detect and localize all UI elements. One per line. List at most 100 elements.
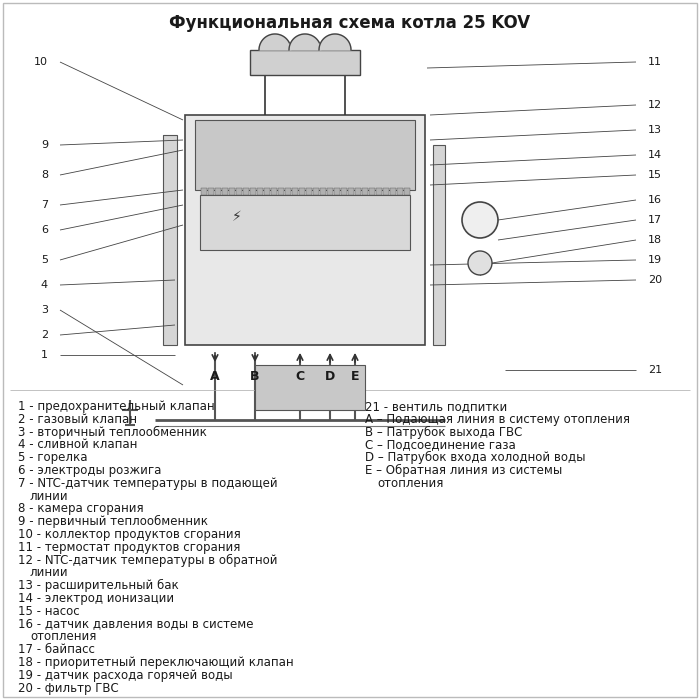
Text: 20 - фильтр ГВС: 20 - фильтр ГВС xyxy=(18,682,119,694)
Text: 6 - электроды розжига: 6 - электроды розжига xyxy=(18,464,162,477)
Text: 5 - горелка: 5 - горелка xyxy=(18,452,88,464)
Text: 6: 6 xyxy=(41,225,48,235)
Bar xyxy=(195,120,415,190)
Text: 13: 13 xyxy=(648,125,662,135)
Text: 10: 10 xyxy=(34,57,48,67)
Bar xyxy=(235,188,241,195)
Bar xyxy=(256,188,262,195)
Text: отопления: отопления xyxy=(377,477,443,490)
Bar xyxy=(340,188,346,195)
Bar xyxy=(250,50,360,75)
Bar xyxy=(185,115,425,345)
Bar xyxy=(255,365,365,410)
Text: 13 - расширительный бак: 13 - расширительный бак xyxy=(18,579,178,592)
Text: 15 - насос: 15 - насос xyxy=(18,605,80,618)
Text: 9: 9 xyxy=(41,140,48,150)
Bar xyxy=(277,188,284,195)
Text: линии: линии xyxy=(30,489,69,503)
Text: 1 - предохранительный клапан: 1 - предохранительный клапан xyxy=(18,400,215,413)
Bar xyxy=(361,188,368,195)
Text: отопления: отопления xyxy=(30,631,97,643)
Text: A: A xyxy=(210,370,220,383)
Text: 19 - датчик расхода горячей воды: 19 - датчик расхода горячей воды xyxy=(18,668,232,682)
Text: 16: 16 xyxy=(648,195,662,205)
Text: 12: 12 xyxy=(648,100,662,110)
Text: ⚡: ⚡ xyxy=(232,210,242,224)
Bar xyxy=(263,188,270,195)
Bar xyxy=(354,188,360,195)
Text: Функциональная схема котла 25 KOV: Функциональная схема котла 25 KOV xyxy=(169,14,531,32)
Bar xyxy=(298,188,304,195)
Bar xyxy=(396,188,402,195)
Bar xyxy=(284,188,290,195)
Text: 21 - вентиль подпитки: 21 - вентиль подпитки xyxy=(365,400,508,413)
Text: A – Подающая линия в систему отопления: A – Подающая линия в систему отопления xyxy=(365,413,630,426)
Text: E – Обратная линия из системы: E – Обратная линия из системы xyxy=(365,464,562,477)
Bar xyxy=(200,195,410,250)
Text: 4 - сливной клапан: 4 - сливной клапан xyxy=(18,438,137,452)
Text: 12 - NTC-датчик температуры в обратной: 12 - NTC-датчик температуры в обратной xyxy=(18,554,277,567)
Bar xyxy=(403,188,410,195)
Polygon shape xyxy=(289,34,321,50)
Bar xyxy=(214,188,220,195)
Bar xyxy=(200,188,206,195)
Bar xyxy=(319,188,326,195)
Text: 19: 19 xyxy=(648,255,662,265)
Text: C: C xyxy=(295,370,304,383)
Bar xyxy=(242,188,248,195)
Text: линии: линии xyxy=(30,566,69,580)
Bar xyxy=(163,135,177,345)
Text: B: B xyxy=(251,370,260,383)
Bar xyxy=(433,145,445,345)
Text: 10 - коллектор продуктов сгорания: 10 - коллектор продуктов сгорания xyxy=(18,528,241,541)
Bar xyxy=(291,188,298,195)
Text: D – Патрубок входа холодной воды: D – Патрубок входа холодной воды xyxy=(365,452,585,464)
Text: 7 - NTC-датчик температуры в подающей: 7 - NTC-датчик температуры в подающей xyxy=(18,477,278,490)
Text: 4: 4 xyxy=(41,280,48,290)
Text: 5: 5 xyxy=(41,255,48,265)
Text: 2 - газовый клапан: 2 - газовый клапан xyxy=(18,413,137,426)
Bar xyxy=(270,188,276,195)
Text: D: D xyxy=(325,370,335,383)
Bar xyxy=(375,188,382,195)
Circle shape xyxy=(462,202,498,238)
Bar xyxy=(207,188,214,195)
Text: 20: 20 xyxy=(648,275,662,285)
Text: E: E xyxy=(351,370,359,383)
Text: B – Патрубок выхода ГВС: B – Патрубок выхода ГВС xyxy=(365,426,522,439)
Text: 18 - приоритетный переключающий клапан: 18 - приоритетный переключающий клапан xyxy=(18,656,293,669)
Bar xyxy=(382,188,389,195)
Text: 17 - байпасс: 17 - байпасс xyxy=(18,643,95,656)
Bar xyxy=(221,188,228,195)
Text: 2: 2 xyxy=(41,330,48,340)
Bar xyxy=(163,135,177,345)
Polygon shape xyxy=(319,34,351,50)
Text: 14: 14 xyxy=(648,150,662,160)
Text: 9 - первичный теплообменник: 9 - первичный теплообменник xyxy=(18,515,208,528)
Bar xyxy=(389,188,396,195)
Text: 8: 8 xyxy=(41,170,48,180)
Text: 3 - вторичный теплообменник: 3 - вторичный теплообменник xyxy=(18,426,207,439)
Text: 21: 21 xyxy=(648,365,662,375)
Text: 17: 17 xyxy=(648,215,662,225)
Bar xyxy=(368,188,374,195)
Bar xyxy=(228,188,235,195)
Text: 18: 18 xyxy=(648,235,662,245)
Bar xyxy=(326,188,332,195)
Bar xyxy=(333,188,340,195)
Text: 8 - камера сгорания: 8 - камера сгорания xyxy=(18,503,144,515)
Circle shape xyxy=(468,251,492,275)
Text: C – Подсоединение газа: C – Подсоединение газа xyxy=(365,438,516,452)
Text: 14 - электрод ионизации: 14 - электрод ионизации xyxy=(18,592,174,605)
Bar xyxy=(347,188,354,195)
Text: 16 - датчик давления воды в системе: 16 - датчик давления воды в системе xyxy=(18,617,253,631)
Bar xyxy=(312,188,318,195)
Bar xyxy=(305,188,312,195)
Text: 11: 11 xyxy=(648,57,662,67)
Text: 1: 1 xyxy=(41,350,48,360)
Bar xyxy=(249,188,256,195)
Text: 15: 15 xyxy=(648,170,662,180)
Text: 3: 3 xyxy=(41,305,48,315)
Polygon shape xyxy=(259,34,291,50)
Text: 7: 7 xyxy=(41,200,48,210)
